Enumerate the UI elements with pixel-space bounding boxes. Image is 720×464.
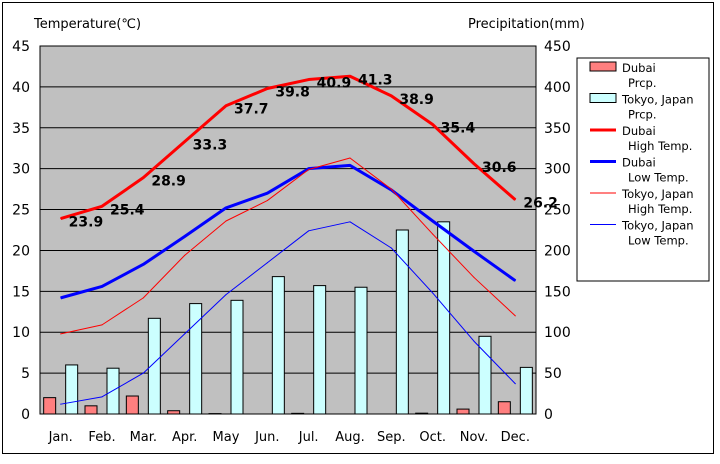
chart-border xyxy=(2,2,714,454)
